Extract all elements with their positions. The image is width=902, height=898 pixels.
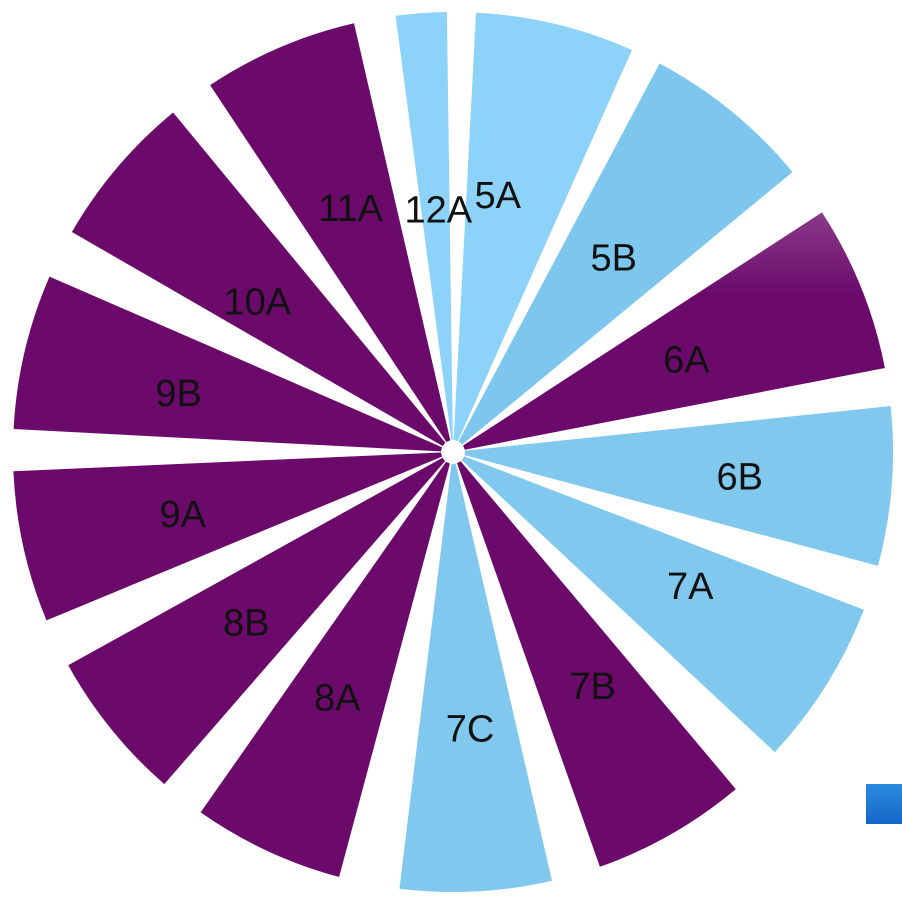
- corner-square: [866, 784, 902, 824]
- segment-label-9b: 9B: [155, 373, 201, 415]
- segment-label-7c: 7C: [446, 709, 495, 751]
- segment-label-12a: 12A: [404, 189, 472, 231]
- segment-6a: [463, 212, 885, 450]
- segment-6b: [464, 406, 894, 566]
- segment-5b: [458, 63, 793, 445]
- segment-label-11a: 11A: [318, 188, 383, 230]
- segment-10a: [71, 112, 446, 446]
- segment-label-6a: 6A: [663, 339, 710, 381]
- segment-8a: [200, 461, 450, 877]
- segment-label-7a: 7A: [667, 566, 714, 608]
- segment-7b: [457, 461, 736, 867]
- segment-label-8b: 8B: [223, 603, 269, 645]
- segment-9a: [13, 452, 442, 621]
- segment-label-9a: 9A: [159, 494, 206, 536]
- segment-label-5b: 5B: [590, 238, 636, 280]
- segment-11a: [210, 23, 451, 443]
- segment-12a: [395, 12, 453, 441]
- segment-5a: [453, 12, 632, 441]
- segment-8b: [68, 457, 446, 785]
- segment-label-10a: 10A: [223, 282, 291, 324]
- segment-label-5a: 5A: [475, 175, 522, 217]
- segment-label-8a: 8A: [314, 677, 361, 719]
- segment-7a: [461, 456, 864, 753]
- segment-7c: [399, 463, 552, 892]
- segment-label-7b: 7B: [569, 666, 615, 708]
- segment-label-6b: 6B: [716, 457, 762, 499]
- segment-9b: [13, 276, 442, 452]
